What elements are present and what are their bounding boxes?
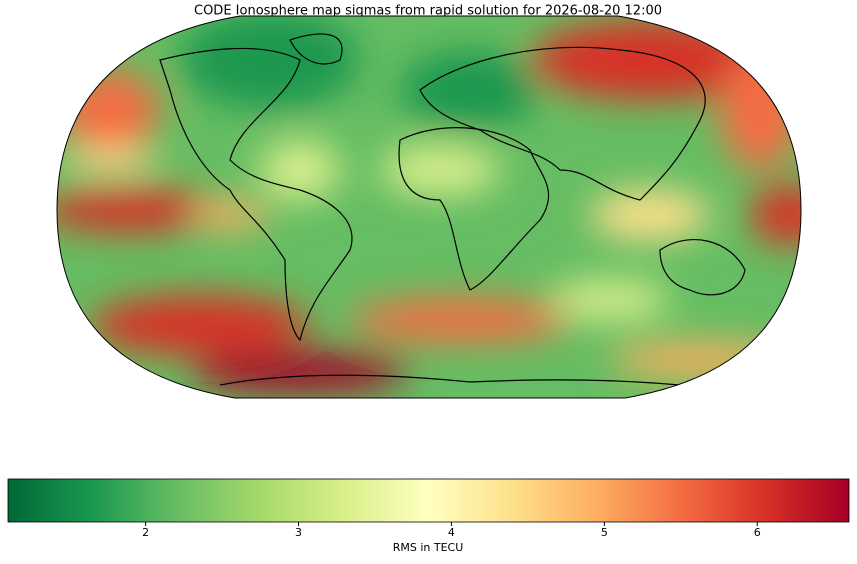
sigma-field [57, 16, 801, 398]
coastlines [159, 33, 746, 386]
colorbar-label: RMS in TECU [393, 541, 464, 554]
colorbar-tick-label: 3 [295, 526, 302, 539]
colorbar-tick-label: 4 [448, 526, 455, 539]
map-frame [56, 15, 802, 399]
colorbar-tick-label: 5 [601, 526, 608, 539]
colorbar-tick-label: 2 [142, 526, 149, 539]
chart-title: CODE Ionosphere map sigmas from rapid so… [194, 4, 662, 19]
colorbar [7, 478, 850, 523]
colorbar-tick-label: 6 [754, 526, 761, 539]
